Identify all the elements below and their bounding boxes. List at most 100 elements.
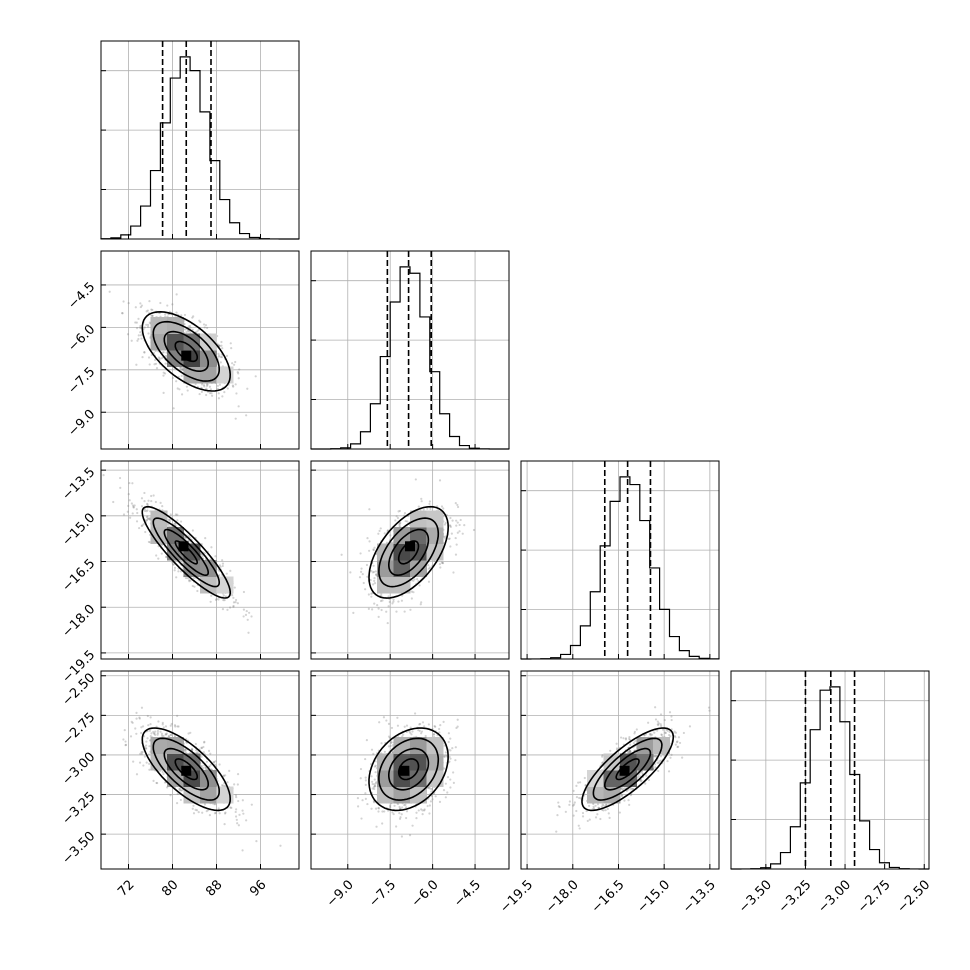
scatter-point: [210, 594, 213, 597]
scatter-point: [137, 317, 140, 320]
scatter-point: [146, 517, 150, 521]
scatter-point: [102, 473, 105, 477]
scatter-point: [169, 794, 172, 797]
scatter-point: [119, 486, 122, 489]
scatter-point: [145, 740, 148, 743]
scatter-point: [163, 372, 167, 375]
scatter-point: [235, 808, 238, 811]
scatter-point: [192, 315, 195, 318]
scatter-point: [143, 326, 146, 329]
scatter-point: [141, 725, 145, 728]
scatter-point: [451, 519, 454, 522]
scatter-point: [449, 786, 452, 789]
scatter-point: [195, 809, 199, 812]
density-cell: [426, 753, 444, 771]
scatter-point: [230, 806, 233, 809]
scatter-point: [447, 537, 451, 541]
scatter-point: [459, 518, 462, 522]
scatter-point: [234, 810, 237, 814]
scatter-point: [181, 368, 184, 372]
scatter-point: [391, 750, 394, 754]
scatter-point: [132, 505, 135, 509]
density-cell: [410, 737, 427, 754]
scatter-point: [429, 800, 433, 803]
scatter-point: [391, 602, 394, 605]
scatter-point: [180, 374, 183, 377]
scatter-point: [142, 523, 145, 526]
scatter-point: [173, 569, 176, 572]
scatter-point: [404, 519, 407, 523]
scatter-point: [438, 563, 441, 566]
scatter-point: [371, 782, 374, 786]
scatter-point: [176, 387, 179, 390]
scatter-point: [427, 580, 431, 583]
scatter-point: [368, 508, 371, 511]
scatter-point: [234, 601, 237, 604]
scatter-point: [225, 354, 229, 357]
scatter-point: [129, 516, 132, 519]
scatter-point: [188, 324, 192, 328]
scatter-point: [404, 803, 407, 806]
scatter-point: [137, 337, 140, 341]
scatter-point: [419, 603, 422, 606]
scatter-point: [202, 751, 205, 754]
scatter-point: [405, 810, 409, 813]
scatter-point: [371, 608, 374, 611]
scatter-point: [360, 817, 363, 820]
scatter-point: [127, 302, 130, 305]
scatter-point: [201, 811, 204, 814]
scatter-point: [424, 734, 427, 738]
scatter-point: [223, 822, 226, 826]
scatter-point: [221, 559, 224, 562]
scatter-point: [170, 722, 173, 726]
scatter-point: [161, 504, 164, 508]
panel-content: [311, 671, 509, 869]
scatter-point: [164, 725, 168, 728]
scatter-point: [139, 324, 142, 328]
scatter-point: [205, 810, 208, 813]
contour-level-1: [163, 528, 209, 576]
scatter-point: [458, 523, 461, 527]
scatter-point: [175, 293, 178, 296]
scatter-point: [426, 804, 429, 808]
scatter-point: [376, 604, 379, 607]
scatter-point: [340, 553, 343, 556]
scatter-point: [358, 576, 362, 579]
scatter-point: [195, 749, 198, 752]
scatter-point: [205, 382, 209, 386]
scatter-point: [448, 524, 451, 527]
scatter-point: [172, 563, 175, 566]
scatter-point: [141, 524, 144, 527]
scatter-panel-3-0: [100, 670, 300, 870]
scatter-point: [356, 797, 360, 800]
scatter-point: [146, 737, 149, 740]
scatter-point: [229, 569, 232, 572]
scatter-point: [140, 726, 143, 729]
scatter-point: [214, 555, 217, 558]
histogram-panel-1: [310, 250, 510, 450]
scatter-point: [185, 385, 189, 388]
scatter-point: [232, 605, 235, 608]
scatter-point: [433, 725, 436, 728]
scatter-point: [155, 367, 159, 370]
scatter-point: [557, 805, 560, 808]
scatter-point: [601, 761, 604, 765]
scatter-point: [370, 569, 373, 573]
histogram-panel-3: [730, 670, 930, 870]
scatter-point: [175, 311, 178, 314]
scatter-point: [602, 804, 605, 807]
scatter-point: [146, 502, 149, 505]
panel-frame: [730, 670, 930, 870]
scatter-point: [165, 556, 168, 559]
scatter-point: [444, 782, 447, 785]
scatter-point: [455, 726, 458, 730]
scatter-point: [390, 726, 394, 730]
scatter-point: [150, 494, 153, 498]
scatter-point: [229, 342, 232, 345]
scatter-point: [454, 501, 457, 505]
scatter-point: [231, 362, 234, 365]
scatter-point: [218, 763, 221, 766]
scatter-point: [191, 316, 194, 319]
scatter-point: [430, 790, 433, 793]
scatter-point: [373, 787, 376, 791]
